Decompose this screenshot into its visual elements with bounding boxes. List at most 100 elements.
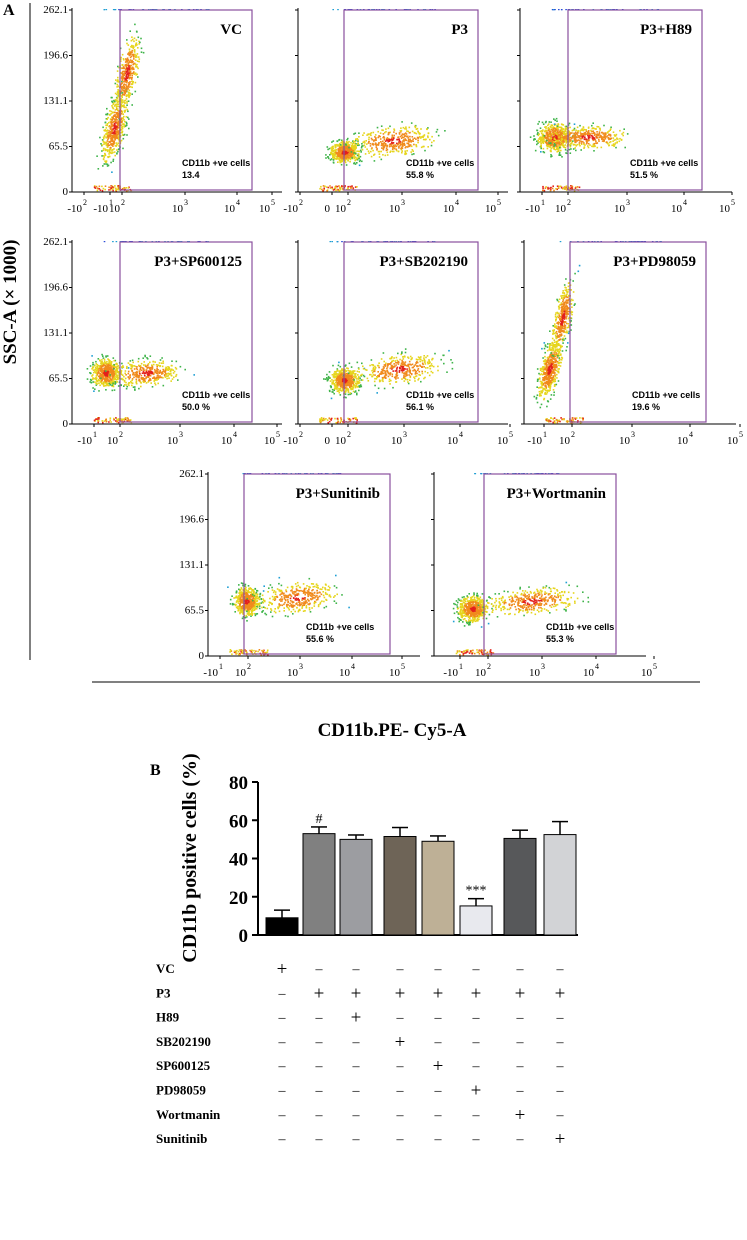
flow-dot [127,116,129,119]
flow-dot [113,118,115,120]
flow-dot [109,370,112,373]
flow-dot [106,383,108,386]
flow-dot [414,364,417,366]
flow-dot [102,147,105,150]
flow-dot [559,139,562,142]
flow-dot [126,57,129,59]
flow-dot [123,58,125,61]
flow-dot [337,384,339,387]
flow-dot [553,118,555,120]
flow-dot [413,153,415,155]
flow-dot [397,363,400,365]
flow-dot [339,385,342,388]
flow-dot [122,66,125,68]
flow-dot [388,363,390,365]
flow-dot [551,138,554,140]
flow-dot [165,367,167,369]
flow-dot [382,372,385,375]
flow-dot [383,367,385,369]
flow-dot [96,368,99,371]
flow-dot [349,370,352,372]
flow-dot [370,373,372,376]
flow-dot [341,142,344,144]
flow-dot [105,362,107,364]
flow-dot [335,185,337,187]
flow-dot [109,141,111,143]
flow-dot [584,133,587,135]
flow-dot [123,118,125,121]
flow-dot [101,189,104,192]
flow-dot [401,136,404,138]
flow-dot [154,383,157,386]
flow-dot [358,132,360,134]
flow-dot [164,376,167,378]
flow-dot [561,144,564,146]
flow-dot [325,157,327,159]
flow-dot [354,186,357,188]
flow-dot [344,374,346,377]
flow-dot [423,134,426,136]
flow-dot [339,188,342,191]
flow-dot [118,99,121,101]
flow-dot [114,377,116,380]
flow-dot [544,129,547,132]
flow-dot [544,121,547,124]
flow-dot [116,375,118,378]
flow-dot [387,133,390,136]
flow-dot [109,110,111,112]
flow-dot [529,136,532,138]
flow-dot [98,382,100,385]
flow-dot [391,368,393,370]
flow-dot [130,55,133,58]
flow-dot [555,129,558,131]
flow-dot [590,129,592,132]
flow-dot [172,372,175,374]
flow-dot [117,103,120,105]
flow-dot [549,144,552,147]
flow-dot [358,156,360,158]
flow-dot [117,385,120,387]
flow-dot [131,44,133,47]
flow-dot [451,361,454,364]
flow-dot [556,144,558,146]
flow-dot [109,189,112,191]
flow-dot [121,127,124,130]
flow-dot [350,366,353,368]
flow-dot [123,375,125,378]
flow-dot [407,365,410,367]
flow-dot [540,151,542,153]
flow-dot [582,140,584,143]
flow-dot [346,375,348,378]
flow-dot [554,9,556,11]
flow-dot [560,135,562,137]
flow-dot [539,130,542,133]
flow-dot [158,362,161,364]
flow-dot [104,372,106,375]
flow-dot [103,360,106,362]
flow-dot [390,366,393,369]
flow-dot [96,380,99,383]
flow-dot [336,188,339,191]
flow-dot [122,86,124,88]
flow-dot [384,370,387,372]
flow-dot [403,362,405,364]
flow-dot [378,375,380,377]
flow-dot [569,126,571,129]
flow-dot [118,373,121,376]
flow-dot [147,381,150,383]
flow-dot [571,136,574,139]
flow-dot [118,95,120,97]
flow-dot [103,368,106,370]
flow-dot [409,139,412,142]
flow-dot [355,152,357,155]
flow-dot [131,359,134,362]
flow-dot [588,135,591,137]
flow-dot [114,138,116,140]
flow-dot [596,137,598,139]
flow-dot [593,137,595,139]
flow-dot [430,363,433,365]
flow-dot [111,373,114,376]
flow-x-tick-exponent: 3 [179,430,183,439]
flow-x-tick-label: 10 [224,203,236,215]
flow-dot [437,365,439,368]
